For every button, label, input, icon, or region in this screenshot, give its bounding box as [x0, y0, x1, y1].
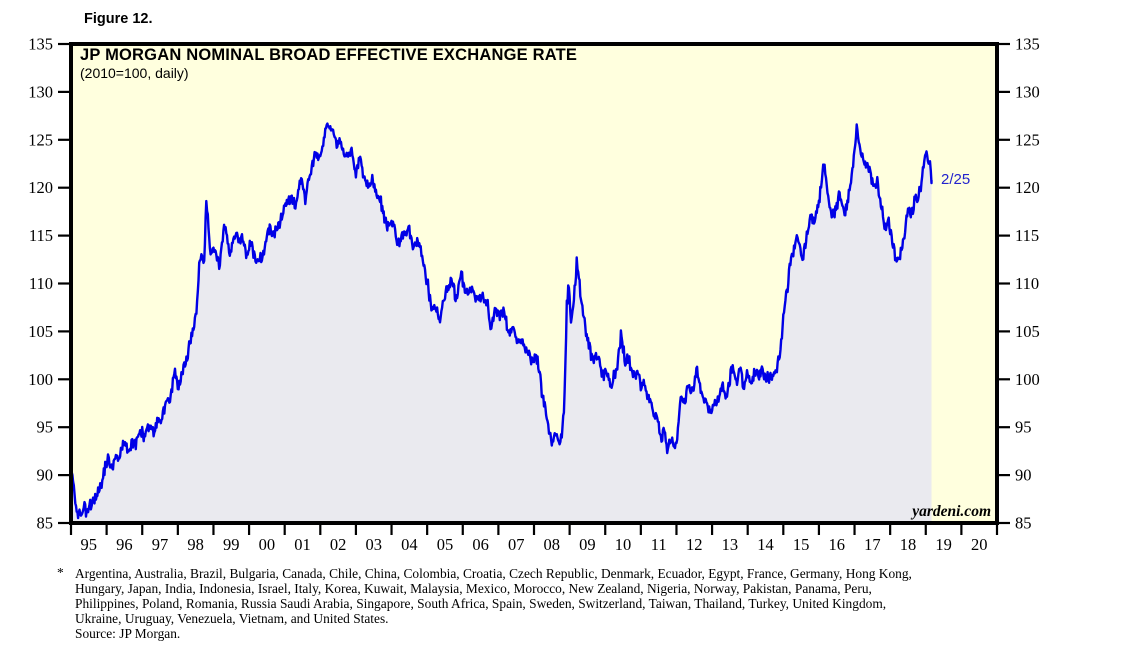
x-axis-year-label: 00: [259, 535, 276, 554]
y-axis-label-right: 115: [1015, 226, 1039, 245]
y-axis-label-left: 100: [28, 370, 53, 389]
x-axis-year-label: 17: [864, 535, 881, 554]
x-axis-year-label: 03: [365, 535, 382, 554]
y-axis-label-right: 85: [1015, 514, 1032, 533]
y-axis-label-left: 135: [28, 35, 53, 54]
x-axis-year-label: 15: [793, 535, 810, 554]
x-axis-year-label: 98: [187, 535, 204, 554]
area-under-line: [71, 123, 932, 523]
y-axis-label-right: 120: [1015, 178, 1040, 197]
figure-number-label: Figure 12.: [84, 11, 153, 27]
exchange-rate-line: [71, 122, 933, 520]
y-axis-label-left: 125: [28, 130, 53, 149]
footnote-line: Hungary, Japan, India, Indonesia, Israel…: [75, 581, 872, 596]
x-axis-year-label: 96: [116, 535, 133, 554]
x-axis-year-label: 99: [223, 535, 240, 554]
chart-title: JP MORGAN NOMINAL BROAD EFFECTIVE EXCHAN…: [80, 46, 578, 64]
footnote-line: Source: JP Morgan.: [75, 626, 181, 641]
y-axis-label-right: 130: [1015, 82, 1040, 101]
y-axis-label-right: 110: [1015, 274, 1039, 293]
yardeni-watermark: yardeni.com: [912, 503, 991, 520]
footnote-line: Argentina, Australia, Brazil, Bulgaria, …: [75, 566, 912, 581]
y-axis-label-right: 90: [1015, 466, 1032, 485]
x-axis-year-label: 01: [294, 535, 311, 554]
x-axis-year-label: 19: [935, 535, 952, 554]
footnote-line: Philippines, Poland, Romania, Russia Sau…: [75, 596, 887, 611]
y-axis-label-left: 120: [28, 178, 53, 197]
footnote-asterisk: *: [57, 565, 64, 580]
y-axis-label-left: 85: [37, 514, 54, 533]
y-axis-label-left: 115: [29, 226, 53, 245]
y-axis-label-left: 110: [29, 274, 53, 293]
footnote-line: Ukraine, Uruguay, Venezuela, Vietnam, an…: [75, 611, 389, 626]
y-axis-label-left: 105: [28, 322, 53, 341]
y-axis-label-right: 135: [1015, 35, 1040, 54]
y-axis-label-right: 95: [1015, 418, 1032, 437]
last-data-point-date-label: 2/25: [941, 171, 971, 188]
x-axis-year-label: 11: [651, 535, 667, 554]
x-axis-year-label: 07: [508, 535, 525, 554]
x-axis-year-label: 08: [544, 535, 561, 554]
x-axis-year-label: 95: [81, 535, 98, 554]
y-axis-label-right: 125: [1015, 130, 1040, 149]
x-axis-year-label: 09: [579, 535, 596, 554]
x-axis-year-label: 20: [971, 535, 988, 554]
x-axis-year-label: 97: [152, 535, 169, 554]
x-axis-year-label: 04: [401, 535, 418, 554]
x-axis-year-label: 12: [686, 535, 703, 554]
x-axis-year-label: 05: [437, 535, 454, 554]
x-axis-year-label: 14: [757, 535, 774, 554]
plot-frame: [69, 42, 999, 525]
y-axis-label-right: 100: [1015, 370, 1040, 389]
footnote: * Argentina, Australia, Brazil, Bulgaria…: [57, 565, 912, 641]
y-axis-label-left: 130: [28, 82, 53, 101]
x-axis-year-label: 06: [472, 535, 489, 554]
footnote-country-list: Argentina, Australia, Brazil, Bulgaria, …: [75, 566, 912, 641]
y-axis-label-left: 95: [37, 418, 54, 437]
x-axis-year-label: 13: [722, 535, 739, 554]
y-axis-label-right: 105: [1015, 322, 1040, 341]
x-axis-year-label: 02: [330, 535, 347, 554]
x-axis-year-label: 16: [828, 535, 845, 554]
y-axis-label-left: 90: [37, 466, 54, 485]
x-axis-year-label: 10: [615, 535, 632, 554]
chart-subtitle: (2010=100, daily): [80, 65, 189, 81]
x-axis-year-label: 18: [900, 535, 917, 554]
